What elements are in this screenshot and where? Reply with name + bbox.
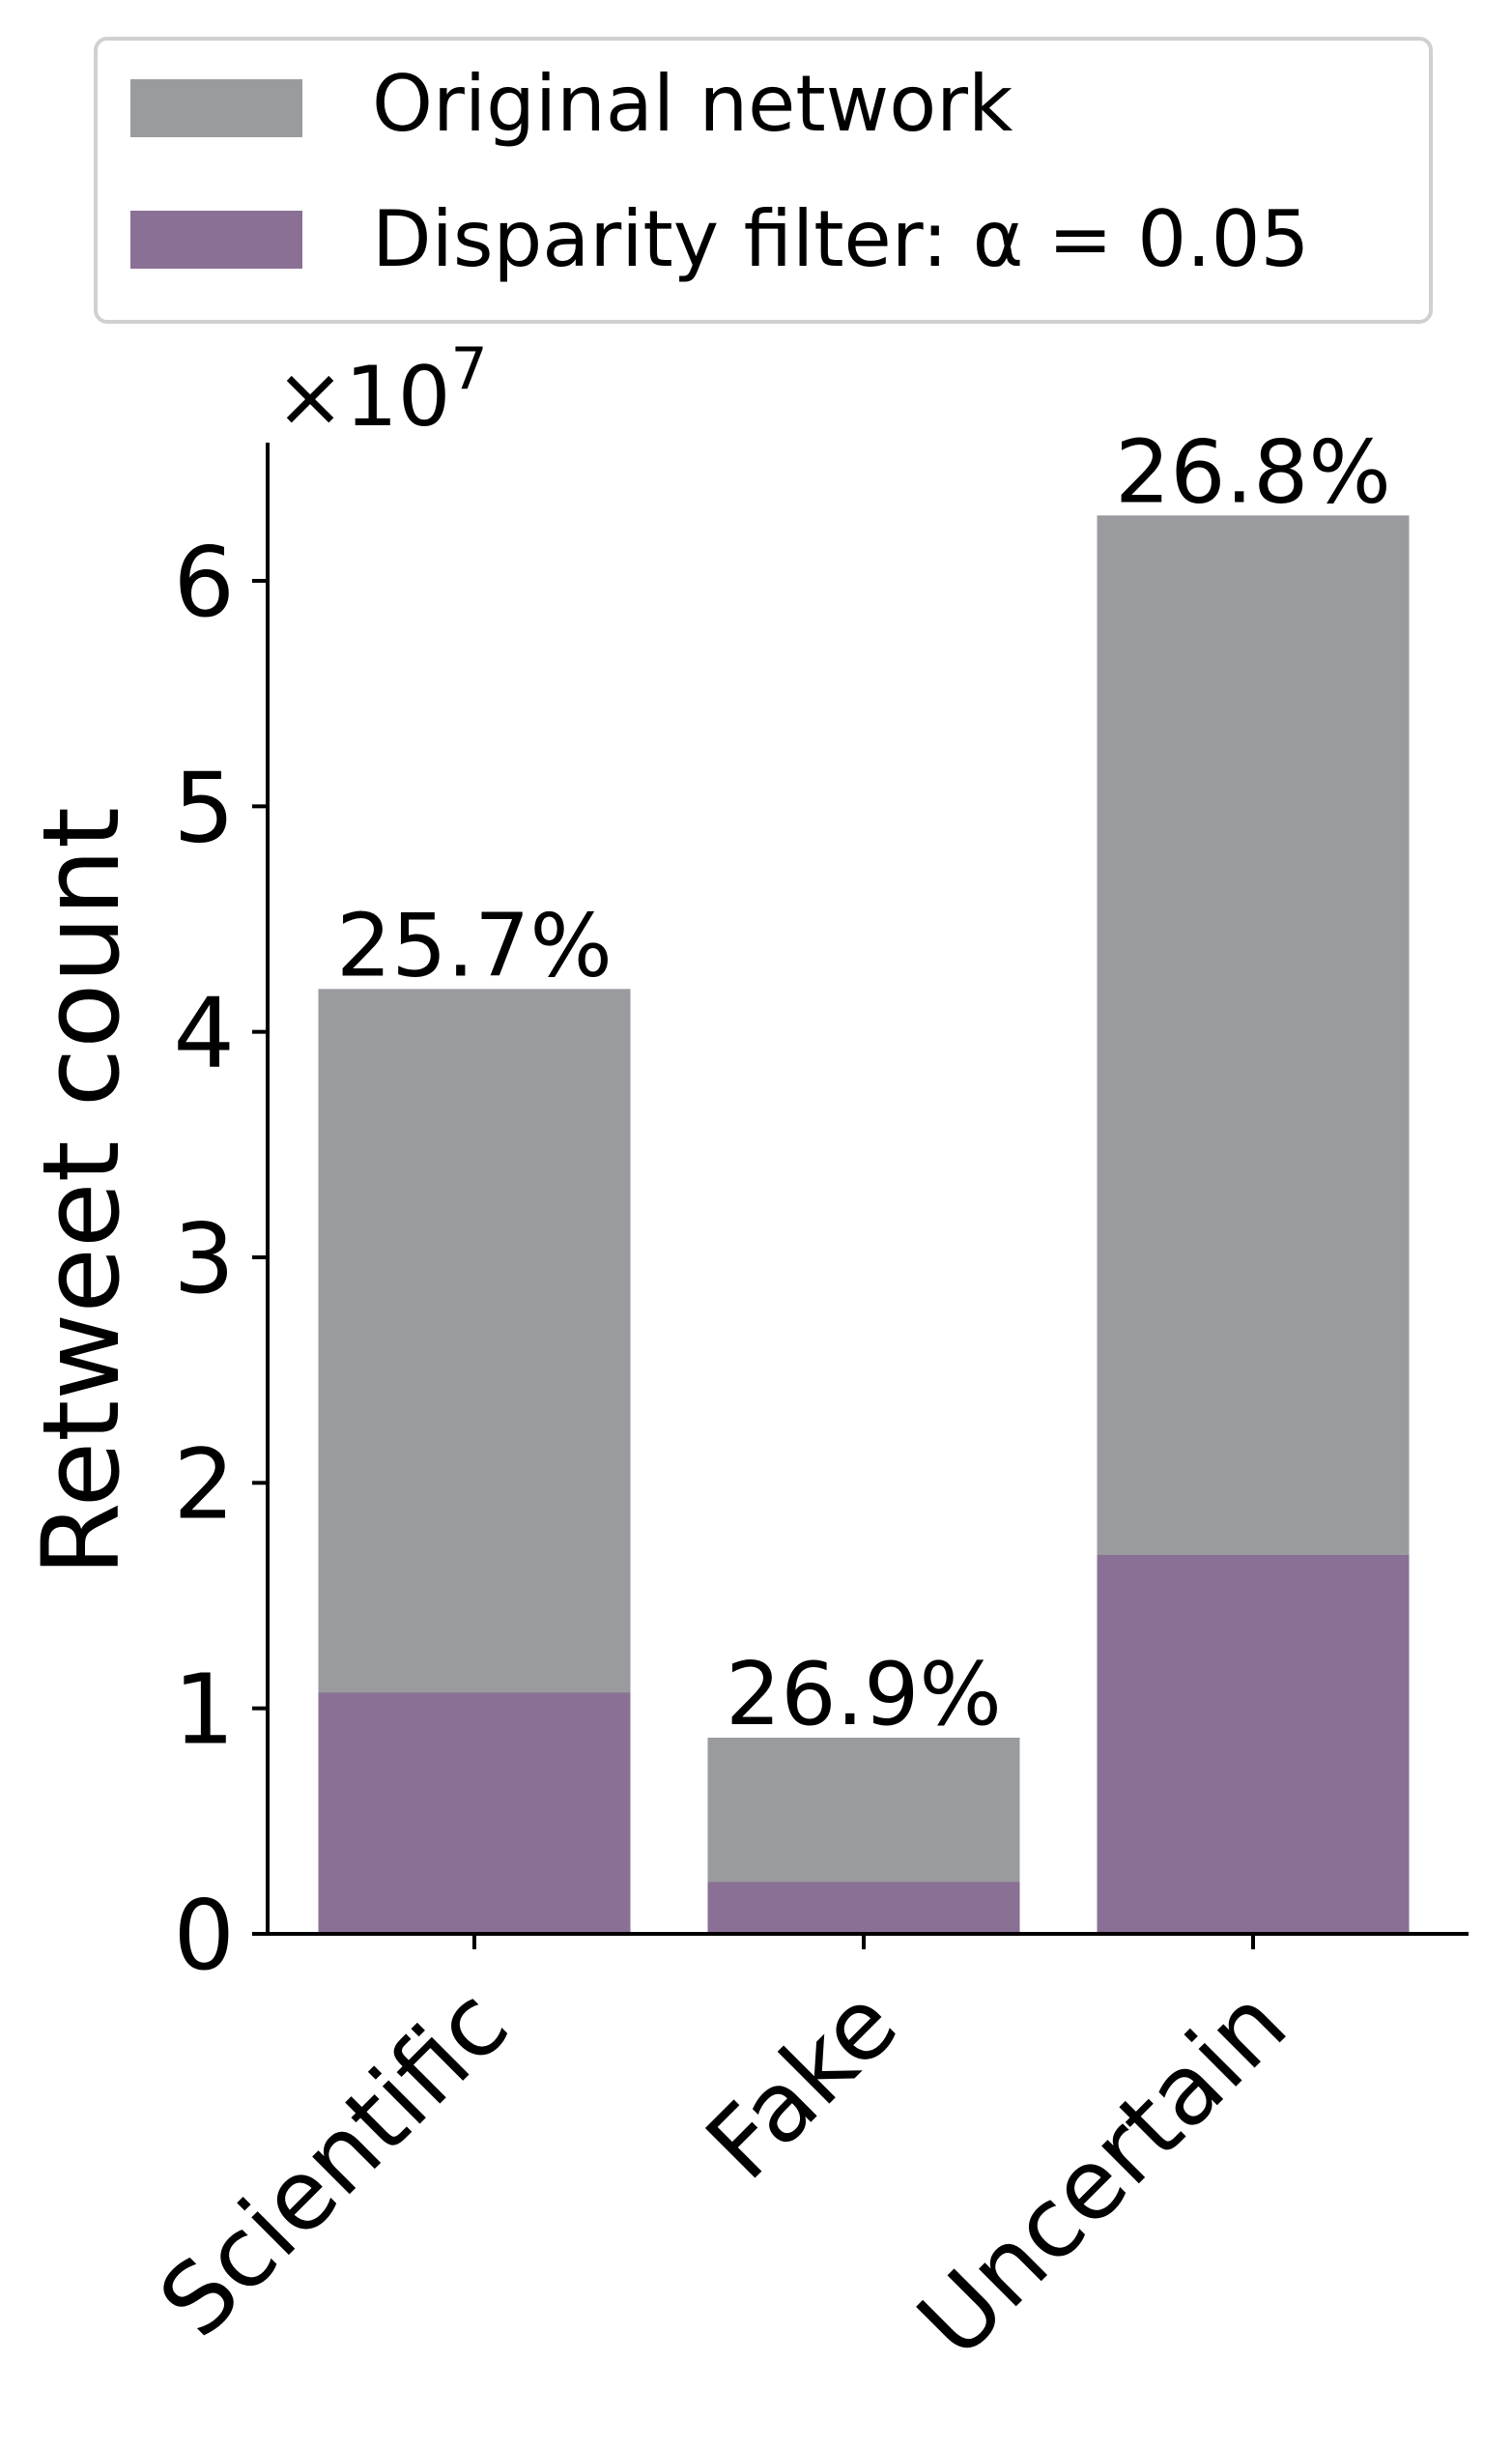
bar-filtered-scientific — [318, 1692, 631, 1934]
bar-filtered-uncertain — [1097, 1555, 1410, 1934]
data-label-uncertain: 26.8% — [1115, 421, 1391, 523]
y-tick-label-3: 3 — [173, 1202, 235, 1315]
y-tick-label-2: 2 — [173, 1427, 235, 1541]
legend-swatch-original — [130, 79, 302, 137]
legend-label-filtered: Disparity filter: α = 0.05 — [372, 194, 1309, 284]
legend-frame — [94, 37, 1433, 324]
data-label-fake: 26.9% — [726, 1644, 1002, 1745]
x-tick-label-uncertain: Uncertain — [897, 1967, 1308, 2378]
y-axis-multiplier-exponent: 7 — [451, 335, 488, 403]
bar-filtered-fake — [707, 1882, 1020, 1934]
y-tick-label-0: 0 — [173, 1879, 235, 1992]
y-tick-label-6: 6 — [173, 526, 235, 639]
y-axis-label: Retweet count — [19, 807, 143, 1576]
y-tick-label-1: 1 — [173, 1654, 235, 1767]
x-tick-label-scientific: Scientific — [138, 1967, 529, 2358]
legend-swatch-filtered — [130, 211, 302, 269]
y-axis-multiplier-base: ×10 — [275, 349, 451, 446]
legend-label-original: Original network — [372, 59, 1013, 149]
y-tick-label-5: 5 — [173, 751, 235, 864]
y-tick-label-4: 4 — [173, 977, 235, 1090]
legend: Original network Disparity filter: α = 0… — [94, 37, 1433, 324]
y-axis-multiplier: ×107 — [275, 335, 488, 446]
x-tick-label-fake: Fake — [685, 1967, 919, 2201]
data-label-scientific: 25.7% — [336, 895, 613, 996]
